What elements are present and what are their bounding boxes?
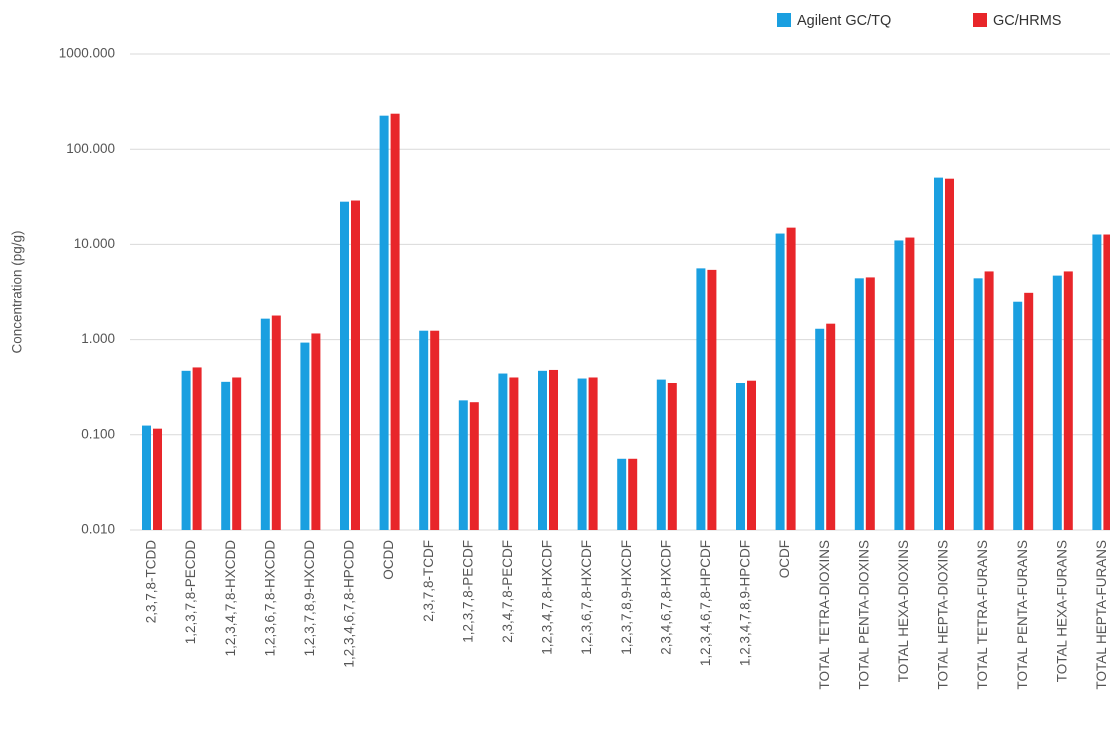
bar (894, 240, 904, 530)
legend-label: GC/HRMS (993, 13, 1061, 29)
legend-swatch (973, 13, 987, 27)
x-tick-label: 1,2,3,4,7,8,9-HPCDF (738, 540, 753, 666)
bar (232, 377, 242, 530)
bar (498, 373, 508, 530)
y-tick-label: 1.000 (81, 331, 115, 346)
bar (549, 369, 558, 530)
bar (905, 237, 915, 531)
bar (311, 333, 321, 530)
bar (379, 115, 389, 530)
x-tick-label: 1,2,3,4,7,8-HXCDD (223, 540, 238, 657)
legend-swatch (777, 13, 791, 27)
x-tick-label: 1,2,3,6,7,8-HXCDF (579, 540, 594, 655)
x-tick-label: TOTAL HEPTA-DIOXINS (936, 540, 951, 690)
x-tick-label: 1,2,3,7,8-PECDD (183, 540, 198, 645)
bar (826, 323, 836, 530)
bar (775, 233, 785, 530)
y-axis-label: Concentration (pg/g) (10, 230, 25, 353)
bar (667, 383, 677, 530)
bar (390, 113, 400, 530)
bar (509, 377, 519, 530)
x-tick-label: 1,2,3,4,6,7,8-HPCDD (342, 540, 357, 668)
bar (934, 177, 943, 531)
bar (271, 315, 281, 530)
bar (340, 201, 349, 530)
bar (588, 377, 598, 530)
x-tick-label: 2,3,7,8-TCDF (421, 540, 436, 622)
y-tick-label: 10.000 (74, 236, 115, 251)
y-tick-label: 1000.000 (59, 46, 115, 61)
x-tick-label: TOTAL HEPTA-FURANS (1094, 540, 1109, 690)
bar (1103, 234, 1110, 530)
x-tick-label: OCDF (777, 540, 792, 578)
x-tick-label: 1,2,3,4,6,7,8-HPCDF (698, 540, 713, 666)
bar (617, 458, 627, 530)
bar (747, 380, 756, 530)
y-tick-label: 0.010 (81, 522, 115, 537)
bar (351, 200, 360, 530)
bar (984, 271, 994, 530)
bar (181, 370, 191, 530)
bar (628, 458, 638, 530)
legend-label: Agilent GC/TQ (797, 13, 891, 29)
x-tick-label: OCDD (381, 540, 396, 580)
x-tick-label: 1,2,3,6,7,8-HXCDD (262, 540, 277, 657)
x-tick-label: TOTAL PENTA-FURANS (1015, 540, 1030, 690)
x-tick-label: 2,3,7,8-TCDD (144, 540, 159, 624)
bar (153, 428, 162, 530)
bar (192, 367, 202, 530)
x-tick-label: TOTAL HEXA-FURANS (1054, 540, 1069, 682)
bar (1052, 275, 1062, 530)
x-tick-label: TOTAL TETRA-DIOXINS (817, 540, 832, 690)
bar (786, 227, 796, 530)
x-tick-label: 1,2,3,7,8,9-HXCDD (302, 540, 317, 657)
x-tick-label: 2,3,4,6,7,8-HXCDF (658, 540, 673, 655)
bar (300, 342, 310, 530)
x-tick-label: 1,2,3,7,8-PECDF (460, 540, 475, 643)
bar (142, 425, 151, 530)
x-tick-label: 1,2,3,4,7,8-HXCDF (540, 540, 555, 655)
bar (469, 402, 479, 530)
bar (707, 269, 717, 530)
bar (854, 278, 864, 530)
bar (973, 278, 983, 530)
y-tick-label: 100.000 (66, 141, 115, 156)
bar (945, 178, 954, 530)
x-tick-label: TOTAL PENTA-DIOXINS (856, 540, 871, 690)
bar (1013, 301, 1023, 530)
x-tick-label: 2,3,4,7,8-PECDF (500, 540, 515, 643)
y-tick-label: 0.100 (81, 426, 115, 441)
bar (577, 378, 587, 530)
bar (430, 330, 440, 530)
bar (696, 268, 706, 530)
bar (419, 330, 429, 530)
bar (1092, 234, 1102, 530)
bar (221, 381, 231, 530)
bar (458, 400, 468, 530)
x-tick-label: 1,2,3,7,8,9-HXCDF (619, 540, 634, 655)
bar (656, 379, 666, 530)
bar (1063, 271, 1073, 530)
bar (815, 328, 825, 530)
x-tick-label: TOTAL HEXA-DIOXINS (896, 540, 911, 682)
bar (260, 318, 270, 530)
bar (538, 370, 547, 530)
x-tick-label: TOTAL TETRA-FURANS (975, 540, 990, 690)
bar (865, 277, 875, 530)
bar (1024, 292, 1034, 530)
bar (736, 383, 745, 530)
